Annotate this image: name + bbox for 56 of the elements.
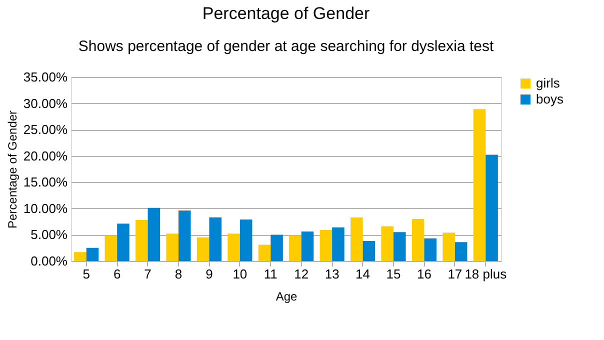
bar <box>104 236 118 261</box>
bar <box>86 248 99 261</box>
bar <box>240 219 252 261</box>
bar <box>166 234 178 261</box>
bar <box>424 238 436 261</box>
chart-title: Percentage of Gender <box>202 4 370 23</box>
bar <box>74 252 86 261</box>
x-tick-label: 13 <box>324 266 340 282</box>
x-tick-label: 16 <box>416 266 432 282</box>
bar <box>209 217 222 261</box>
legend-label: boys <box>536 92 564 106</box>
x-tick-label: 5 <box>82 266 90 282</box>
y-tick-label: 15.00% <box>23 174 68 190</box>
y-tick-label: 25.00% <box>23 122 68 138</box>
y-tick-label: 30.00% <box>23 96 68 111</box>
chart-subtitle: Shows percentage of gender at age searching for dyslexia test <box>78 38 494 55</box>
y-tick-label: 35.00% <box>23 70 68 84</box>
bar <box>258 244 271 261</box>
bar <box>473 109 486 261</box>
x-axis-title: Age <box>276 290 298 304</box>
bar <box>117 224 130 261</box>
bar <box>454 242 468 261</box>
bar <box>362 241 376 261</box>
x-tick-label: 8 <box>174 266 182 282</box>
bar <box>148 208 160 261</box>
bar <box>228 234 240 261</box>
legend-label: girls <box>536 76 560 90</box>
bar <box>332 227 344 261</box>
x-tick-label: 10 <box>232 266 248 282</box>
bar <box>320 230 332 261</box>
bar <box>394 232 406 261</box>
bar <box>350 217 363 261</box>
x-tick-label: 11 <box>264 266 278 282</box>
x-tick-label: 17 <box>448 266 462 282</box>
x-tick-label: 14 <box>356 266 370 282</box>
y-tick-label: 0.00% <box>30 254 68 268</box>
bar <box>178 210 191 261</box>
bar <box>412 218 424 261</box>
bar <box>381 226 394 261</box>
x-tick-label: 15 <box>386 266 401 282</box>
y-axis-title: Percentage of Gender <box>5 110 20 229</box>
y-tick-label: 10.00% <box>23 200 68 216</box>
bar <box>289 236 302 261</box>
x-tick-label: 12 <box>294 266 309 282</box>
x-tick-label: 18 plus <box>464 266 508 282</box>
y-tick-label: 20.00% <box>23 148 68 164</box>
x-tick-label: 9 <box>206 266 213 282</box>
y-tick-label: 5.00% <box>30 227 68 242</box>
bar <box>301 232 314 261</box>
bar <box>270 234 283 261</box>
bar <box>486 154 498 261</box>
bar <box>442 232 455 261</box>
x-tick-label: 7 <box>144 266 152 282</box>
x-tick-label: 6 <box>113 266 121 282</box>
bar <box>136 220 148 261</box>
bar <box>196 237 210 261</box>
